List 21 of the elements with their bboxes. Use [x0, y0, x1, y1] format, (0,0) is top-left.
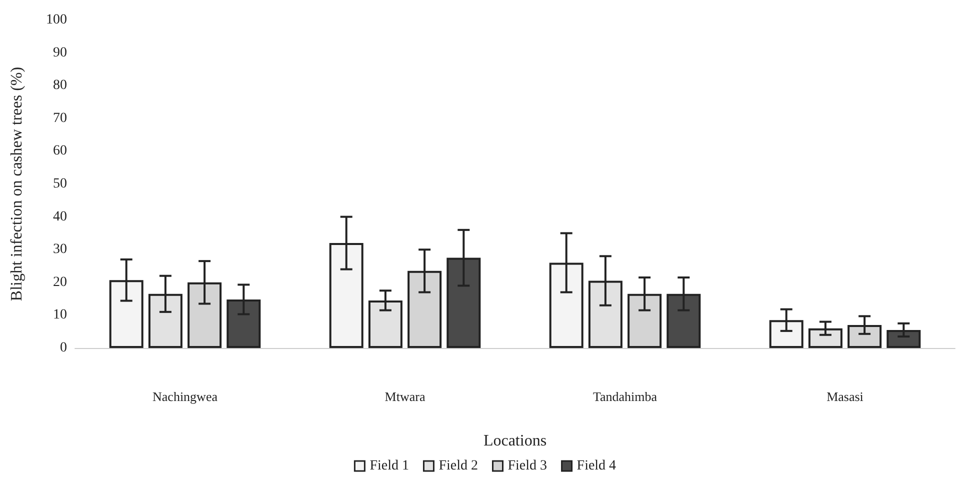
y-tick-label: 90 [53, 45, 67, 60]
y-tick-label: 0 [60, 340, 67, 356]
y-tick-label: 20 [53, 274, 67, 290]
y-tick-label: 100 [46, 12, 67, 28]
legend-label: Field 3 [508, 458, 548, 474]
y-tick-label: 50 [53, 176, 67, 192]
x-tick-label: Masasi [826, 389, 864, 404]
y-tick-label: 60 [53, 144, 67, 159]
y-tick-label: 30 [53, 242, 67, 258]
legend-label: Field 2 [438, 458, 478, 474]
y-tick-label: 10 [53, 308, 67, 323]
y-axis-title: Blight infection on cashew trees (%) [8, 66, 26, 302]
y-tick-label: 40 [53, 209, 67, 224]
y-tick-label: 80 [53, 78, 67, 94]
x-axis-title: Locations [483, 432, 547, 450]
x-tick-label: Mtwara [384, 389, 426, 404]
legend-label: Field 1 [370, 458, 409, 474]
y-tick-label: 70 [53, 110, 67, 126]
x-tick-label: Tandahimba [592, 389, 658, 404]
legend-label: Field 4 [576, 458, 616, 474]
x-tick-label: Nachingwea [152, 389, 218, 404]
